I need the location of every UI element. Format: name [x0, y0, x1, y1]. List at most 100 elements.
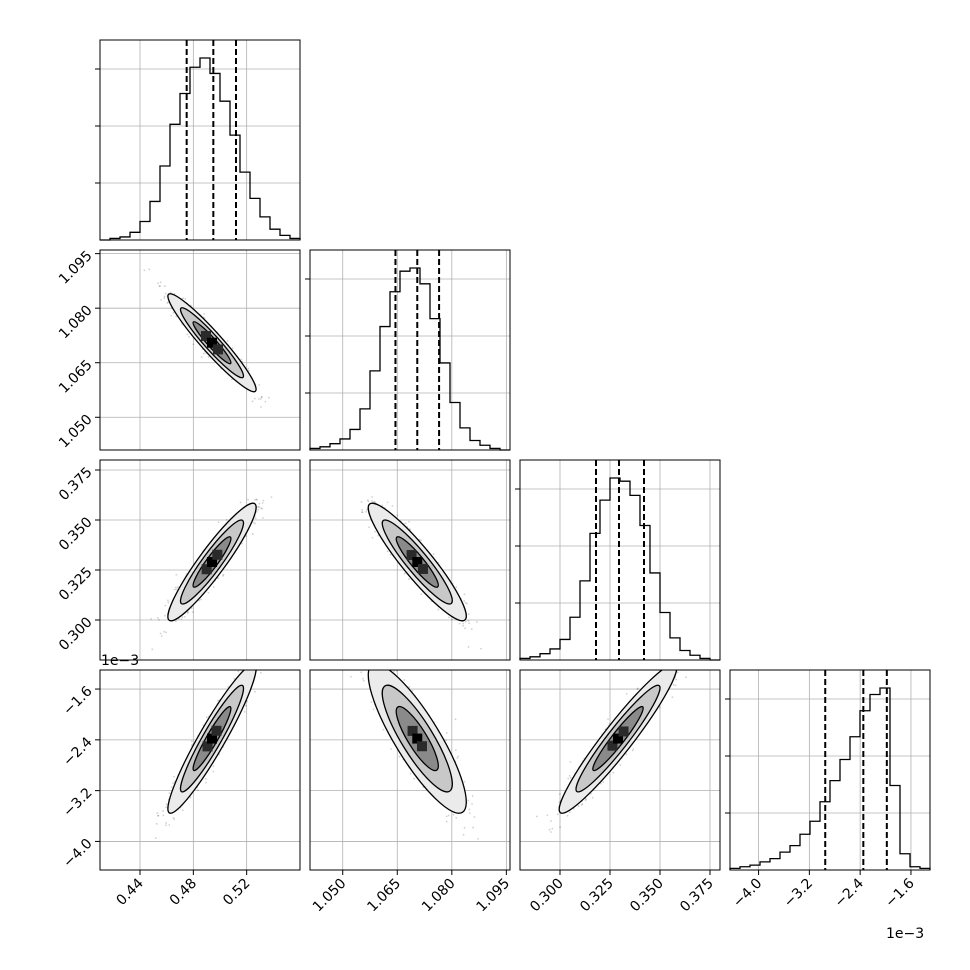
sample-point	[173, 818, 176, 821]
sample-point	[405, 522, 407, 525]
sample-point	[475, 621, 478, 623]
sample-point	[156, 616, 159, 619]
sample-point	[373, 500, 376, 503]
sample-point	[231, 378, 233, 381]
sample-point	[173, 775, 175, 778]
sample-point	[162, 814, 165, 817]
sample-point	[257, 508, 260, 511]
sample-point	[241, 542, 243, 545]
panel-frame	[309, 249, 511, 451]
sample-point	[160, 635, 163, 637]
sample-point	[163, 295, 166, 298]
histogram-panel-2	[515, 459, 721, 661]
sample-point	[200, 598, 202, 601]
sample-point	[260, 396, 263, 398]
sample-point	[258, 502, 261, 505]
panel-background	[100, 40, 300, 240]
sample-point	[480, 647, 482, 650]
sample-point	[200, 356, 203, 358]
histogram-panel-1	[305, 249, 511, 451]
panel-content	[100, 460, 300, 660]
panel-background	[730, 670, 930, 870]
sample-point	[157, 282, 159, 285]
sample-point	[451, 618, 454, 621]
sample-point	[259, 397, 262, 400]
sample-point	[169, 291, 172, 294]
sample-point	[252, 521, 255, 524]
histogram-step	[100, 57, 301, 241]
sample-point	[367, 500, 370, 503]
sample-point	[389, 553, 392, 556]
sample-point	[184, 298, 187, 300]
sample-point	[143, 269, 146, 272]
sample-point	[212, 770, 215, 773]
histogram-panel-0	[95, 39, 301, 241]
sample-point	[365, 510, 368, 513]
sample-point	[231, 347, 234, 350]
sample-point	[244, 704, 247, 707]
sample-point	[262, 499, 265, 502]
sample-point	[464, 627, 467, 630]
sample-point	[156, 814, 159, 817]
sample-point	[396, 514, 399, 517]
density-peak-cell	[213, 344, 224, 355]
sample-point	[464, 620, 467, 623]
sample-point	[190, 740, 193, 743]
scatter-panel-1-0	[99, 249, 301, 451]
sample-point	[254, 522, 256, 525]
sample-point	[455, 586, 458, 589]
sample-point	[251, 400, 254, 403]
sample-point	[158, 285, 161, 288]
sample-point	[251, 532, 254, 535]
sample-point	[163, 285, 166, 288]
sample-point	[175, 588, 178, 591]
sample-point	[205, 716, 208, 719]
sample-point	[247, 498, 249, 501]
sample-point	[226, 340, 229, 342]
sample-point	[432, 553, 435, 556]
sample-point	[217, 521, 220, 524]
sample-point	[467, 613, 470, 616]
sample-point	[361, 511, 364, 514]
sample-point	[371, 496, 373, 498]
sample-point	[163, 630, 166, 633]
panel-content	[100, 250, 300, 450]
sample-point	[408, 578, 410, 581]
panel-background	[100, 250, 300, 450]
sample-point	[170, 314, 173, 317]
sample-point	[254, 498, 256, 501]
sample-point	[470, 628, 473, 631]
sample-point	[188, 335, 191, 338]
sample-point	[173, 588, 176, 591]
density-peak-cell	[417, 563, 428, 574]
sample-point	[264, 400, 267, 403]
sample-point	[386, 501, 389, 504]
scatter-panel-3-0	[99, 669, 301, 871]
sample-point	[158, 618, 160, 621]
sample-point	[207, 591, 210, 594]
sample-point	[176, 586, 179, 589]
sample-point	[207, 356, 210, 358]
sample-point	[254, 517, 257, 520]
sample-point	[255, 498, 258, 501]
sample-point	[174, 620, 177, 623]
sample-point	[403, 572, 406, 575]
sample-point	[175, 315, 178, 318]
sample-point	[165, 803, 168, 806]
panel-content	[310, 460, 510, 660]
sample-point	[366, 508, 368, 511]
sample-point	[247, 367, 250, 370]
panel-frame	[99, 459, 301, 661]
sample-point	[464, 601, 467, 604]
sample-point	[181, 809, 184, 811]
sample-point	[468, 622, 471, 625]
sample-point	[381, 504, 384, 507]
sample-point	[205, 781, 207, 784]
sample-point	[420, 593, 423, 595]
sample-point	[255, 510, 258, 513]
density-peak-cell	[201, 564, 212, 575]
sample-point	[261, 507, 264, 510]
sample-point	[167, 599, 169, 602]
density-peak-cell	[200, 331, 211, 342]
histogram-step	[309, 267, 510, 451]
